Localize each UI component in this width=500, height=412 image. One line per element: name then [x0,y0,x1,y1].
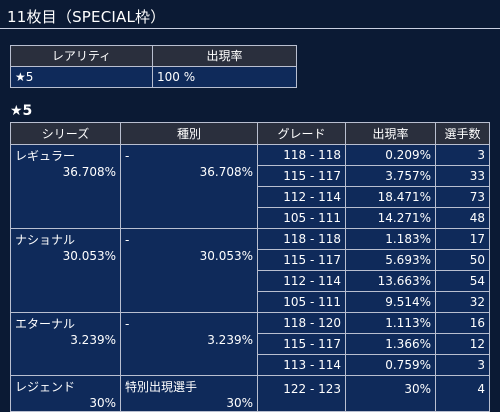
type-rate: 30.053% [199,249,253,263]
table-row: 115 - 117 3.757% 33 [11,165,490,187]
grade-cell: 122 - 123 [257,375,346,412]
count-cell: 3 [435,144,490,166]
table-row: エターナル 3.239% - 3.239% 118 - 120 1.113% 1… [10,312,490,376]
count-cell: 50 [435,249,490,271]
count-header: 選手数 [435,122,490,145]
count-cell: 3 [435,354,490,376]
series-name: レジェンド [15,380,76,394]
type-rate: 3.239% [207,333,253,347]
rate-cell: 30% [345,375,436,412]
rarity-table: レアリティ 出現率 ★5 100 % [10,45,297,88]
series-name: ナショナル [15,233,76,247]
rate-header: 出現率 [152,45,297,67]
type-name: 特別出現選手 [125,380,198,394]
rate-cell: 3.757% [345,165,436,187]
type-cell: - 3.239% [120,312,258,376]
table-row: レジェンド 30% 特別出現選手 30% 122 - 123 30% 4 [10,375,490,412]
table-row: レギュラー 36.708% - 36.708% 118 - 118 0.209%… [10,144,490,229]
count-cell: 33 [435,165,490,187]
type-rate: 30% [226,396,253,410]
grade-cell: 105 - 111 [257,291,346,313]
table-row: ナショナル 30.053% - 30.053% 118 - 118 1.183%… [10,228,490,313]
table-row: 113 - 114 0.759% 3 [11,354,490,376]
rarity-header: レアリティ [10,45,153,67]
series-cell: ナショナル 30.053% [10,228,121,313]
table-row: 115 - 117 1.366% 12 [11,333,490,355]
count-cell: 17 [435,228,490,250]
series-header: シリーズ [10,122,121,145]
rate-cell: 0.759% [345,354,436,376]
title-divider [0,28,500,29]
type-cell: - 36.708% [120,144,258,229]
breakdown-table: シリーズ 種別 グレード 出現率 選手数 レギュラー 36.708% - 36.… [10,122,490,412]
rate-cell: 1.183% [345,228,436,250]
count-cell: 54 [435,270,490,292]
series-rate: 30.053% [62,249,116,263]
count-cell: 73 [435,186,490,208]
series-name: エターナル [15,317,76,331]
count-cell: 32 [435,291,490,313]
table-row: 105 - 111 9.514% 32 [11,291,490,313]
grade-cell: 112 - 114 [257,270,346,292]
rate-cell: 9.514% [345,291,436,313]
rarity-table-header-row: レアリティ 出現率 [10,45,297,67]
type-rate: 36.708% [199,165,253,179]
table-row: 112 - 114 13.663% 54 [11,270,490,292]
grade-cell: 115 - 117 [257,333,346,355]
series-cell: エターナル 3.239% [10,312,121,376]
type-name: - [125,233,130,247]
type-name: - [125,149,130,163]
rate-cell: 1.113% [345,312,436,334]
grade-cell: 113 - 114 [257,354,346,376]
count-cell: 16 [435,312,490,334]
grade-cell: 112 - 114 [257,186,346,208]
rarity-row: ★5 100 % [10,66,297,88]
type-header: 種別 [120,122,258,145]
series-rate: 36.708% [62,165,116,179]
series-name: レギュラー [15,149,76,163]
grade-cell: 118 - 120 [257,312,346,334]
rate-cell: 5.693% [345,249,436,271]
rate-cell: 18.471% [345,186,436,208]
rate-cell: 14.271% [345,207,436,229]
series-cell: レジェンド 30% [10,375,121,412]
rate-cell: 1.366% [345,333,436,355]
type-name: - [125,317,130,331]
count-cell: 4 [435,375,490,412]
grade-header: グレード [257,122,346,145]
rate-cell: 0.209% [345,144,436,166]
grade-cell: 118 - 118 [257,144,346,166]
page-title: 11枚目（SPECIAL枠） [7,8,166,26]
rate-cell: 13.663% [345,270,436,292]
count-cell: 48 [435,207,490,229]
rarity-cell: ★5 [10,66,153,88]
type-cell: 特別出現選手 30% [120,375,258,412]
grade-cell: 115 - 117 [257,165,346,187]
grade-cell: 105 - 111 [257,207,346,229]
rate-header: 出現率 [345,122,436,145]
grade-cell: 118 - 118 [257,228,346,250]
grade-cell: 115 - 117 [257,249,346,271]
rarity-rate-cell: 100 % [152,66,297,88]
type-cell: - 30.053% [120,228,258,313]
series-cell: レギュラー 36.708% [10,144,121,229]
table-row: 115 - 117 5.693% 50 [11,249,490,271]
breakdown-header-row: シリーズ 種別 グレード 出現率 選手数 [10,122,490,145]
series-rate: 3.239% [70,333,116,347]
count-cell: 12 [435,333,490,355]
series-rate: 30% [89,396,116,410]
section-title: ★5 [10,103,33,119]
table-row: 112 - 114 18.471% 73 [11,186,490,208]
